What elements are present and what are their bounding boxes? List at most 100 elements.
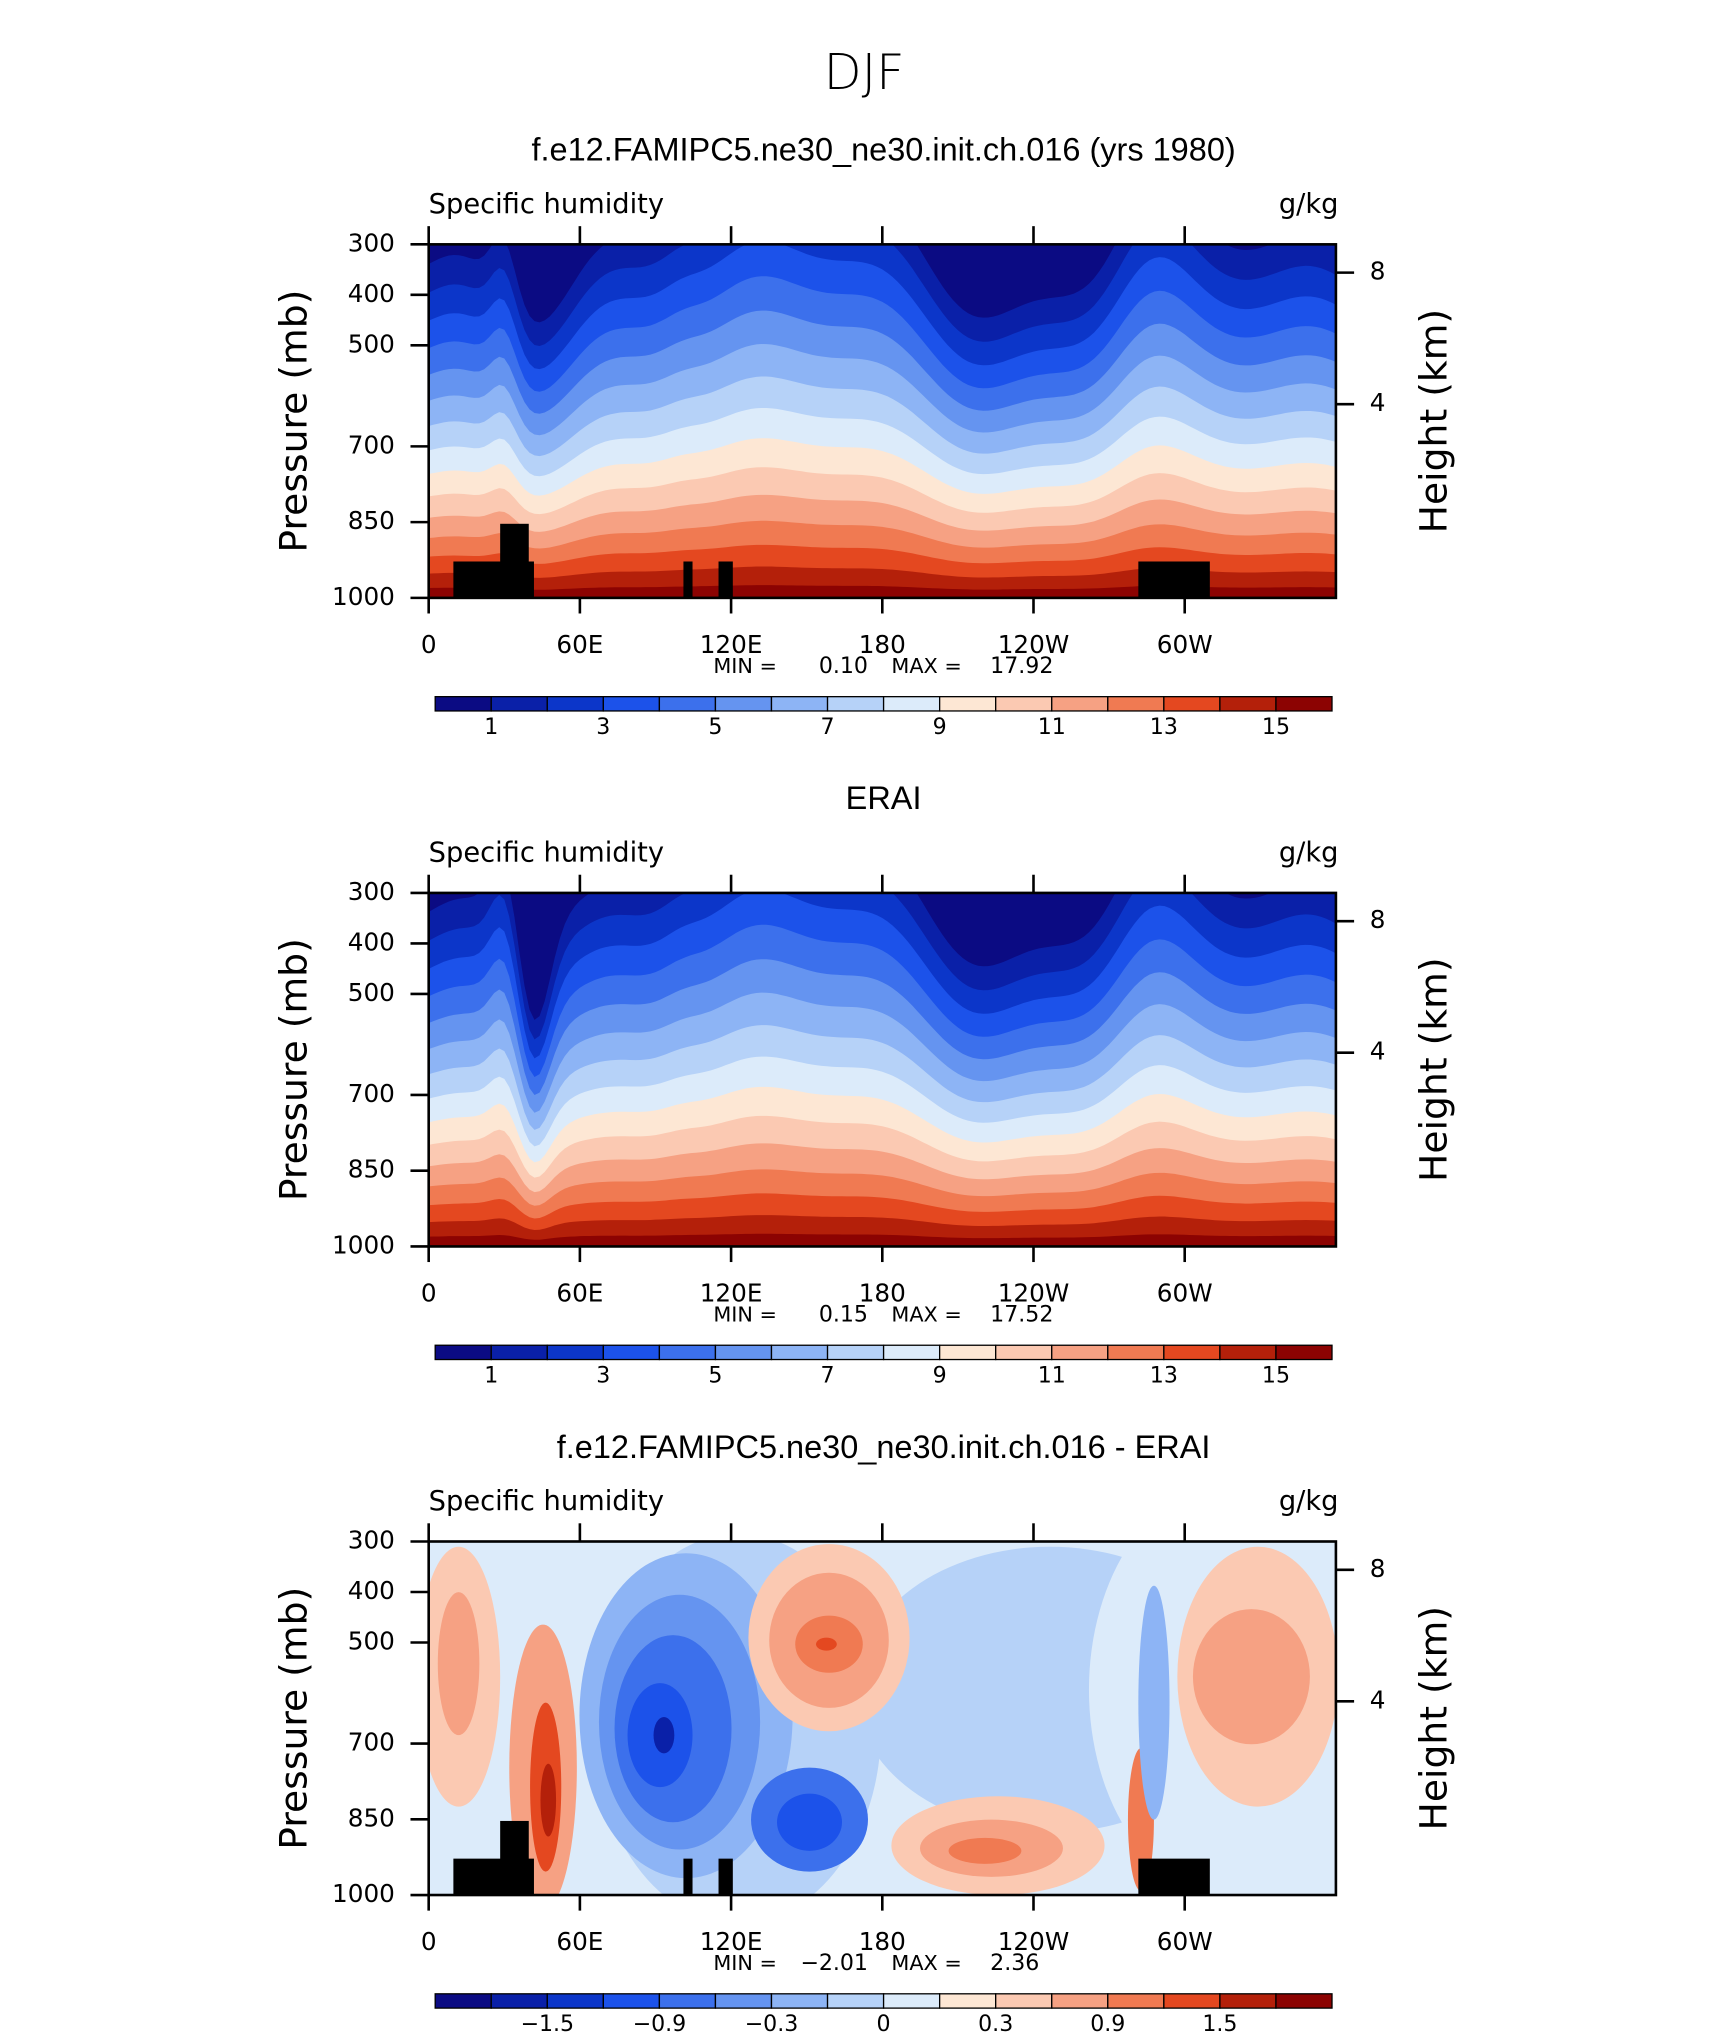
panel-title: ERAI xyxy=(846,780,922,816)
x-tick-label: 0 xyxy=(421,1927,437,1956)
colorbar-box xyxy=(1275,696,1333,712)
y-tick-label: 500 xyxy=(348,978,395,1007)
y2-tick-label: 8 xyxy=(1370,257,1386,286)
colorbar-tick-label: 5 xyxy=(708,714,722,740)
x-tick-label: 60W xyxy=(1157,630,1213,659)
colorbar-tick-label: 0.3 xyxy=(978,2011,1013,2037)
colorbar-box xyxy=(826,1993,885,2009)
colorbar-box xyxy=(882,1344,941,1361)
y-tick-label: 300 xyxy=(348,1525,395,1554)
colorbar-box xyxy=(714,1993,773,2009)
x-tick-label: 120W xyxy=(998,1927,1070,1956)
y-tick-label: 400 xyxy=(348,927,395,956)
colorbar-tick-label: 9 xyxy=(933,1362,947,1388)
colorbar-box xyxy=(938,1344,997,1361)
colorbar-box xyxy=(714,1344,773,1361)
x-tick-label: 180 xyxy=(859,630,906,659)
land-mask xyxy=(1138,1858,1210,1896)
land-mask xyxy=(683,1858,693,1896)
colorbar-box xyxy=(1107,1993,1165,2009)
panel-title: f.e12.FAMIPC5.ne30_ne30.init.ch.016 (yrs… xyxy=(531,132,1235,168)
colorbar-box xyxy=(1107,696,1165,712)
max-value: 17.92 xyxy=(990,653,1053,679)
colorbar-tick-label: 15 xyxy=(1262,1362,1290,1388)
land-mask xyxy=(718,561,733,598)
subtitle-right: g/kg xyxy=(1279,837,1339,868)
colorbar-box xyxy=(658,696,717,712)
colorbar-tick-label: 0.9 xyxy=(1090,2011,1125,2037)
y-tick-label: 400 xyxy=(348,1576,395,1605)
colorbar-box xyxy=(995,1344,1053,1361)
x-tick-label: 60E xyxy=(556,1279,603,1308)
x-tick-label: 120W xyxy=(998,630,1070,659)
y-tick-label: 1000 xyxy=(332,1230,395,1259)
colorbar-box xyxy=(1275,1344,1333,1361)
y-tick-label: 700 xyxy=(348,430,395,459)
colorbar-tick-label: 0 xyxy=(877,2011,891,2037)
colorbar-box xyxy=(434,696,492,712)
subtitle-left: Specific humidity xyxy=(429,189,664,220)
colorbar-box xyxy=(995,1993,1053,2009)
colorbar-box xyxy=(490,1993,548,2009)
y-tick-label: 400 xyxy=(348,279,395,308)
contour-band xyxy=(428,1233,1336,1247)
y2-axis-label: Height (km) xyxy=(1411,309,1455,534)
contour-band xyxy=(816,1637,837,1651)
colorbar-box xyxy=(882,1993,941,2009)
colorbar-tick-label: 3 xyxy=(596,1362,610,1388)
colorbar-tick-label: −1.5 xyxy=(520,2011,574,2037)
max-value: 2.36 xyxy=(990,1950,1039,1976)
x-tick-label: 180 xyxy=(859,1279,906,1308)
contour-band xyxy=(948,1837,1022,1864)
colorbar-box xyxy=(882,696,941,712)
colorbar-box xyxy=(1219,696,1277,712)
y-tick-label: 1000 xyxy=(332,1879,395,1908)
figure-title: DJF xyxy=(824,43,905,101)
x-tick-label: 60E xyxy=(556,1927,603,1956)
colorbar-tick-label: 13 xyxy=(1150,714,1178,740)
colorbar-box xyxy=(658,1993,717,2009)
colorbar-box xyxy=(546,1344,604,1361)
colorbar-box xyxy=(546,696,604,712)
max-text: MAX = xyxy=(891,1951,961,1975)
min-text: MIN = xyxy=(713,1951,777,1975)
y-tick-label: 300 xyxy=(348,877,395,906)
colorbar-box xyxy=(995,696,1053,712)
contour-band xyxy=(428,585,1336,598)
colorbar-box xyxy=(1163,1344,1221,1361)
colorbar-box xyxy=(1275,1993,1333,2009)
subtitle-left: Specific humidity xyxy=(429,837,664,868)
contour-band xyxy=(777,1793,843,1851)
x-tick-label: 0 xyxy=(421,630,437,659)
colorbar-tick-label: 1.5 xyxy=(1202,2011,1237,2037)
colorbar-box xyxy=(826,696,885,712)
panel-title: f.e12.FAMIPC5.ne30_ne30.init.ch.016 - ER… xyxy=(557,1429,1211,1465)
y-axis-label: Pressure (mb) xyxy=(272,1587,316,1850)
min-value: 0.10 xyxy=(819,653,868,679)
colorbar-box xyxy=(770,696,829,712)
min-value: 0.15 xyxy=(819,1301,868,1327)
subtitle-right: g/kg xyxy=(1279,1486,1339,1517)
min-value: −2.01 xyxy=(800,1950,868,1976)
max-value: 17.52 xyxy=(990,1301,1053,1327)
colorbar-box xyxy=(1219,1993,1277,2009)
x-tick-label: 60E xyxy=(556,630,603,659)
colorbar-box xyxy=(938,1993,997,2009)
x-tick-label: 0 xyxy=(421,1279,437,1308)
land-mask xyxy=(500,1820,529,1896)
colorbar-box xyxy=(1107,1344,1165,1361)
max-text: MAX = xyxy=(891,654,961,678)
colorbar-box xyxy=(602,1344,661,1361)
colorbar-box xyxy=(490,1344,548,1361)
min-text: MIN = xyxy=(713,654,777,678)
colorbar-box xyxy=(770,1344,829,1361)
y2-tick-label: 4 xyxy=(1370,388,1386,417)
colorbar-tick-label: 5 xyxy=(708,1362,722,1388)
y-tick-label: 850 xyxy=(348,1155,395,1184)
subtitle-left: Specific humidity xyxy=(429,1486,664,1517)
min-text: MIN = xyxy=(713,1302,777,1326)
colorbar-tick-label: 9 xyxy=(933,714,947,740)
y2-tick-label: 8 xyxy=(1370,905,1386,934)
subtitle-right: g/kg xyxy=(1279,189,1339,220)
